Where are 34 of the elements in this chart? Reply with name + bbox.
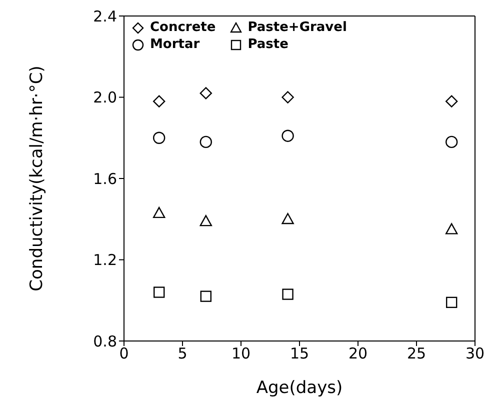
point	[200, 87, 212, 100]
y-axis-title: Conductivity(kcal/m·hr·°C)	[27, 66, 48, 292]
x-tick-label: 20	[348, 344, 368, 363]
point	[154, 286, 165, 298]
x-tick-label: 10	[231, 344, 251, 363]
x-tick-label: 30	[465, 344, 485, 363]
y-tick-label: 2.0	[93, 88, 117, 107]
y-tick-label: 1.2	[93, 251, 117, 270]
x-tick-label: 15	[290, 344, 310, 363]
legend-label: Mortar	[150, 37, 200, 52]
y-tick-label: 0.8	[93, 332, 117, 350]
point	[446, 223, 458, 234]
point	[153, 95, 166, 108]
legend-label: Paste	[248, 37, 288, 52]
x-tick-label: 0	[119, 344, 129, 363]
legend-label: Concrete	[150, 20, 216, 35]
x-tick-label: 5	[178, 344, 188, 363]
point	[153, 132, 166, 144]
point	[282, 91, 294, 104]
point	[200, 215, 212, 226]
point	[446, 136, 458, 148]
point	[282, 288, 294, 300]
point	[446, 296, 458, 308]
point	[200, 290, 212, 302]
legend-label: Paste+Gravel	[248, 20, 347, 35]
point	[282, 130, 294, 142]
x-tick-label: 25	[406, 344, 426, 363]
point	[200, 136, 212, 148]
point	[153, 206, 166, 218]
x-axis-title: Age(days)	[256, 378, 343, 398]
point	[282, 213, 294, 224]
y-tick-label: 2.4	[93, 7, 117, 26]
y-tick-label: 1.6	[93, 170, 117, 188]
point	[446, 95, 458, 108]
